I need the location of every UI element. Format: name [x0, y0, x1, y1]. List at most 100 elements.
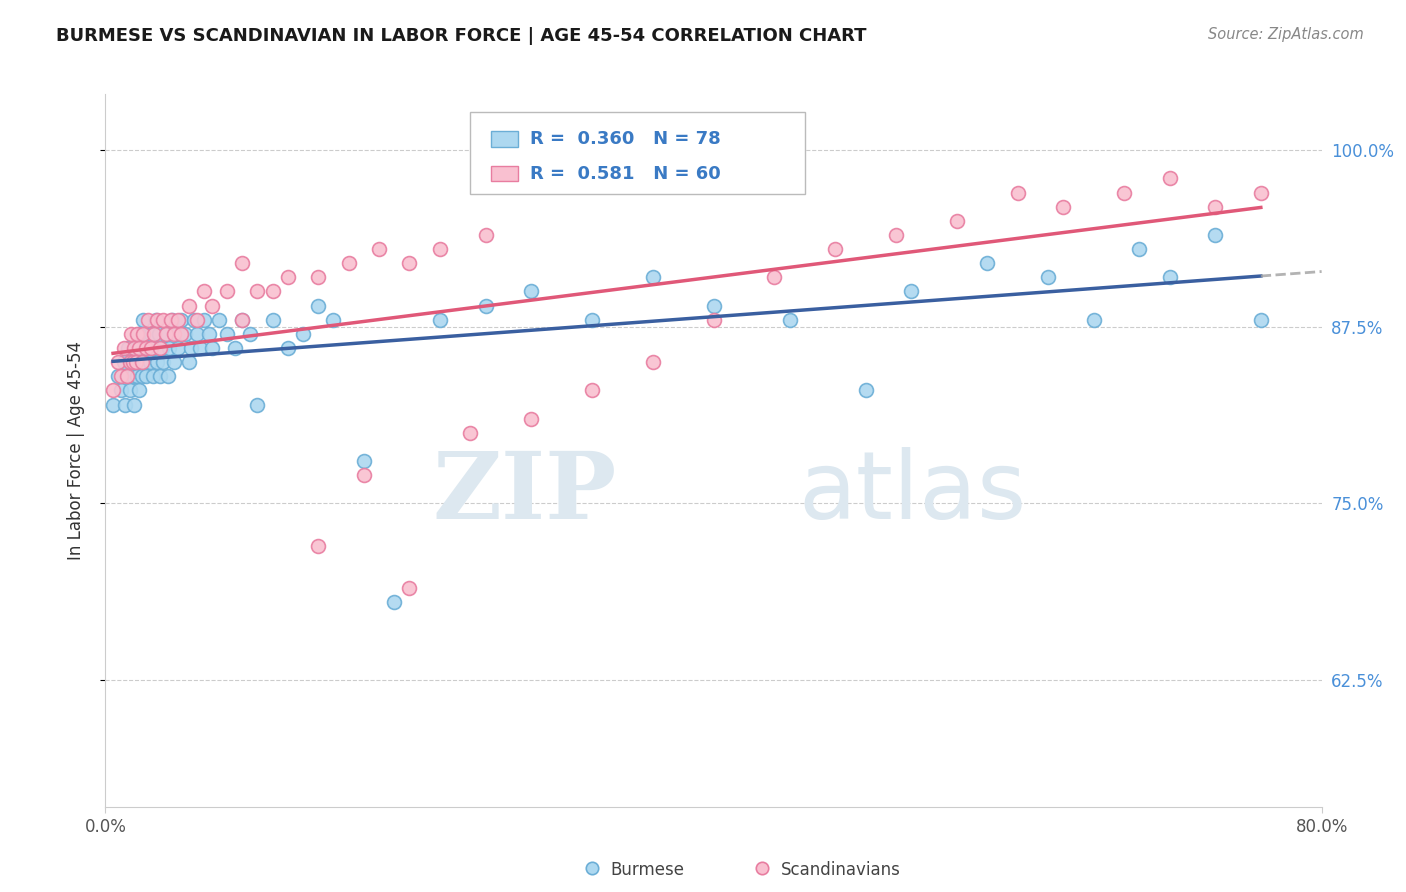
Point — [1159, 171, 1181, 186]
Point — [125, 355, 148, 369]
Point — [641, 355, 664, 369]
Point — [142, 369, 165, 384]
Point — [337, 256, 360, 270]
Point — [120, 355, 142, 369]
Point — [1007, 186, 1029, 200]
Point — [307, 539, 329, 553]
Point — [702, 312, 725, 326]
Text: R =  0.581   N = 60: R = 0.581 N = 60 — [530, 164, 721, 183]
Point — [208, 312, 231, 326]
Point — [1159, 270, 1181, 285]
Point — [138, 355, 160, 369]
Y-axis label: In Labor Force | Age 45-54: In Labor Force | Age 45-54 — [66, 341, 84, 560]
Point — [641, 270, 664, 285]
FancyBboxPatch shape — [491, 166, 517, 181]
Point — [125, 341, 148, 355]
Point — [120, 326, 142, 341]
Point — [429, 312, 451, 326]
Point — [149, 341, 172, 355]
Point — [398, 256, 420, 270]
Point — [177, 299, 200, 313]
Point — [277, 341, 299, 355]
FancyBboxPatch shape — [470, 112, 804, 194]
Point — [368, 242, 391, 256]
Point — [429, 242, 451, 256]
Point — [246, 398, 269, 412]
FancyBboxPatch shape — [491, 131, 517, 147]
Point — [129, 355, 152, 369]
Point — [277, 270, 299, 285]
Point — [183, 312, 205, 326]
Point — [149, 369, 172, 384]
Point — [124, 398, 146, 412]
Point — [163, 355, 186, 369]
Point — [134, 355, 156, 369]
Point — [127, 369, 149, 384]
Point — [702, 299, 725, 313]
Point — [246, 285, 269, 299]
Point — [128, 341, 150, 355]
Point — [900, 285, 922, 299]
Text: Scandinavians: Scandinavians — [780, 861, 900, 879]
Point — [217, 326, 239, 341]
Point — [231, 312, 253, 326]
Point — [763, 270, 786, 285]
Point — [1250, 186, 1272, 200]
Point — [146, 312, 169, 326]
Point — [124, 341, 146, 355]
Point — [1204, 200, 1226, 214]
Point — [201, 299, 224, 313]
Point — [945, 214, 967, 228]
Point — [1036, 270, 1059, 285]
Point — [170, 312, 193, 326]
Point — [112, 355, 135, 369]
Point — [855, 384, 877, 398]
Point — [398, 581, 420, 595]
Point — [121, 369, 143, 384]
Point — [353, 468, 375, 483]
Point — [152, 355, 174, 369]
Point — [474, 299, 496, 313]
Point — [170, 326, 193, 341]
Point — [193, 285, 215, 299]
Text: Burmese: Burmese — [610, 861, 685, 879]
Point — [581, 312, 603, 326]
Point — [779, 312, 801, 326]
Point — [118, 355, 141, 369]
Point — [201, 341, 224, 355]
Point — [166, 326, 188, 341]
Point — [177, 355, 200, 369]
Point — [156, 369, 179, 384]
Point — [163, 326, 186, 341]
Point — [136, 341, 159, 355]
Point — [239, 326, 262, 341]
Point — [1052, 200, 1074, 214]
Point — [101, 384, 124, 398]
Text: BURMESE VS SCANDINAVIAN IN LABOR FORCE | AGE 45-54 CORRELATION CHART: BURMESE VS SCANDINAVIAN IN LABOR FORCE |… — [56, 27, 866, 45]
Point — [188, 341, 211, 355]
Text: atlas: atlas — [799, 447, 1026, 540]
Point — [114, 398, 136, 412]
Point — [139, 326, 162, 341]
Point — [167, 341, 190, 355]
Point — [135, 369, 157, 384]
Point — [128, 326, 150, 341]
Point — [520, 411, 543, 425]
Point — [152, 312, 174, 326]
Point — [1204, 227, 1226, 242]
Point — [1250, 312, 1272, 326]
Point — [322, 312, 344, 326]
Point — [180, 341, 202, 355]
Point — [159, 312, 181, 326]
Point — [292, 326, 315, 341]
Point — [307, 299, 329, 313]
Point — [382, 595, 405, 609]
Point — [824, 242, 846, 256]
Point — [139, 341, 162, 355]
Point — [193, 312, 215, 326]
Point — [1083, 312, 1105, 326]
Point — [115, 369, 138, 384]
Point — [117, 369, 139, 384]
Point — [162, 312, 184, 326]
Point — [135, 341, 157, 355]
